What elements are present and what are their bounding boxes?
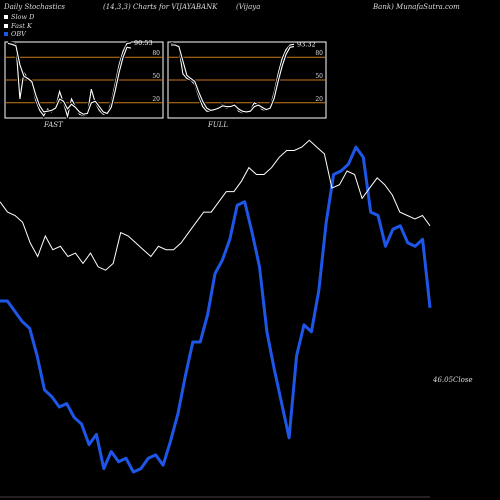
header-right-2: Bank) MunafaSutra.com [373, 3, 460, 11]
full-last-value-label: 93.32 [297, 40, 316, 48]
fast-panel-label: FAST [44, 121, 63, 129]
legend-swatch [4, 15, 8, 20]
close-value-label: 46.05Close [433, 376, 473, 384]
fast-level-label: 80 [152, 50, 160, 57]
full-panel-label: FULL [208, 121, 229, 129]
obv-line [0, 145, 432, 474]
legend: Slow D Fast K OBV [4, 13, 34, 39]
fast-level-label: 20 [152, 96, 160, 103]
full-level-label: 50 [315, 73, 323, 80]
fast-last-value-label: 90.53 [134, 39, 153, 47]
header-left: Daily Stochastics [4, 3, 66, 11]
legend-obv: OBV [4, 30, 34, 39]
fast-level-label: 50 [152, 73, 160, 80]
full-series-full-d [171, 44, 295, 113]
fast-series-slow-d [7, 42, 132, 115]
header-right-1: (Vijaya [236, 3, 261, 11]
legend-swatch [4, 32, 8, 37]
legend-fast-k: Fast K [4, 22, 34, 31]
full-level-label: 20 [315, 96, 323, 103]
header-center: (14,3,3) Charts for VIJAYABANK [103, 3, 218, 11]
full-level-label: 80 [315, 50, 323, 57]
close-price-line [0, 139, 431, 271]
legend-swatch [4, 23, 8, 28]
legend-slow-d: Slow D [4, 13, 34, 22]
